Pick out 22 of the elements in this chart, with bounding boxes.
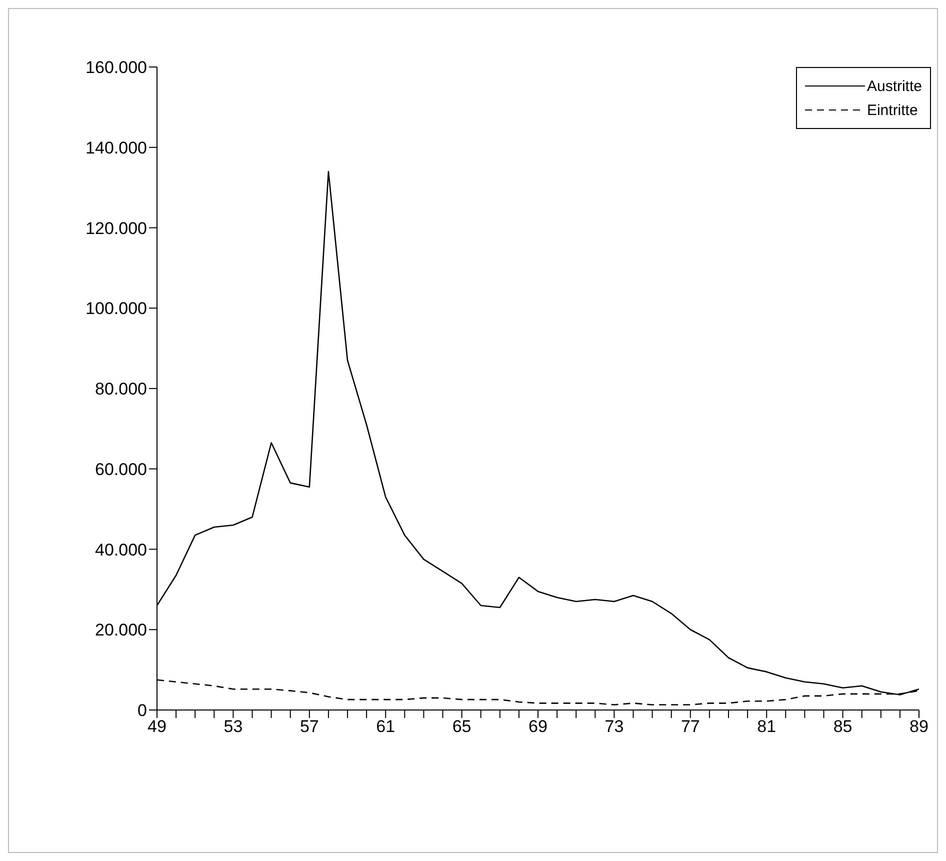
x-tick-label: 65: [452, 717, 472, 736]
y-tick-label: 160.000: [86, 58, 147, 78]
x-tick-label: 57: [300, 717, 319, 736]
y-tick-label: 0: [138, 701, 147, 720]
y-tick-label: 100.000: [86, 299, 147, 318]
x-tick-label: 53: [224, 717, 243, 736]
x-tick-label: 77: [680, 717, 700, 736]
y-tick-label: 80.000: [95, 380, 147, 399]
x-tick-label: 81: [757, 717, 776, 736]
legend-label: Austritte: [866, 78, 922, 94]
x-tick-label: 61: [376, 717, 396, 736]
y-tick-label: 140.000: [86, 138, 147, 158]
y-tick-label: 20.000: [95, 620, 147, 640]
x-tick-label: 69: [528, 717, 548, 736]
y-tick-label: 120.000: [86, 218, 147, 238]
x-tick-label: 85: [833, 717, 852, 736]
x-tick-label: 89: [910, 717, 928, 736]
legend-label: Eintritte: [866, 102, 918, 118]
y-tick-label: 60.000: [95, 460, 147, 479]
y-tick-label: 40.000: [95, 540, 147, 560]
x-tick-label: 73: [604, 717, 624, 736]
x-tick-label: 49: [148, 717, 166, 736]
